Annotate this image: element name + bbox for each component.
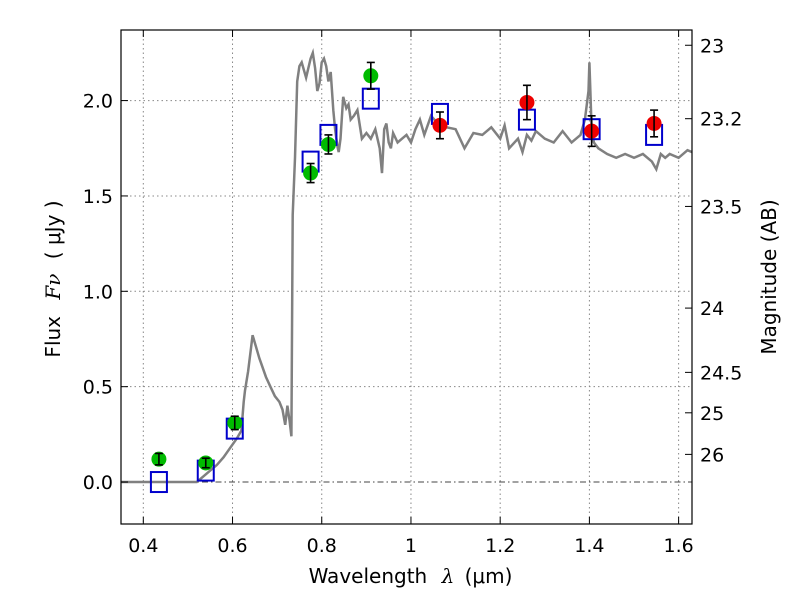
y-axis-unit: ( μJy ): [41, 200, 65, 259]
y-tick-label: 0.5: [83, 377, 113, 399]
x-tick-label: 1.6: [664, 535, 694, 557]
model-photometry-square: [361, 87, 380, 110]
x-axis-unit: (μm): [465, 564, 513, 588]
y-axis-title: Flux Fν ( μJy ): [41, 200, 65, 357]
y-tick-label: 1.5: [83, 186, 113, 208]
x-tick-label: 0.8: [307, 535, 337, 557]
right-axis-title: Magnitude (AB): [757, 199, 781, 354]
magnitude-tick-label: 25: [700, 403, 724, 425]
grid-lines: [121, 30, 692, 524]
plot-frame: [120, 29, 693, 525]
magnitude-tick-label: 23.2: [700, 109, 742, 131]
axis-ticks: 0.4 0.6 0.8 1 1.2 1.4 1.6 0.0 0.5 1.0 1.5 2.0 23 23.2…: [83, 30, 742, 557]
y-tick-label: 1.0: [83, 281, 113, 303]
y-axis-symbol: Fν: [41, 274, 65, 301]
model-spectrum-line: [121, 48, 692, 484]
y-tick-label: 2.0: [83, 91, 113, 113]
x-tick-label: 1: [405, 535, 417, 557]
y-tick-label: 0.0: [83, 472, 113, 494]
x-tick-label: 1.4: [574, 535, 604, 557]
x-tick-label: 0.4: [128, 535, 158, 557]
magnitude-tick-label: 23.5: [700, 196, 742, 218]
magnitude-tick-label: 24: [700, 298, 724, 320]
x-tick-label: 0.6: [217, 535, 247, 557]
x-axis-title: Wavelength λ (μm): [309, 564, 513, 588]
x-axis-label: Wavelength: [309, 564, 428, 588]
magnitude-tick-label: 23: [700, 35, 724, 57]
model-photometry-square: [149, 471, 168, 494]
x-axis-symbol: λ: [441, 564, 455, 588]
plot-series: [121, 48, 692, 494]
x-tick-label: 1.2: [485, 535, 515, 557]
magnitude-tick-label: 26: [700, 444, 724, 466]
y-axis-label: Flux: [41, 316, 65, 358]
magnitude-tick-label: 24.5: [700, 362, 742, 384]
